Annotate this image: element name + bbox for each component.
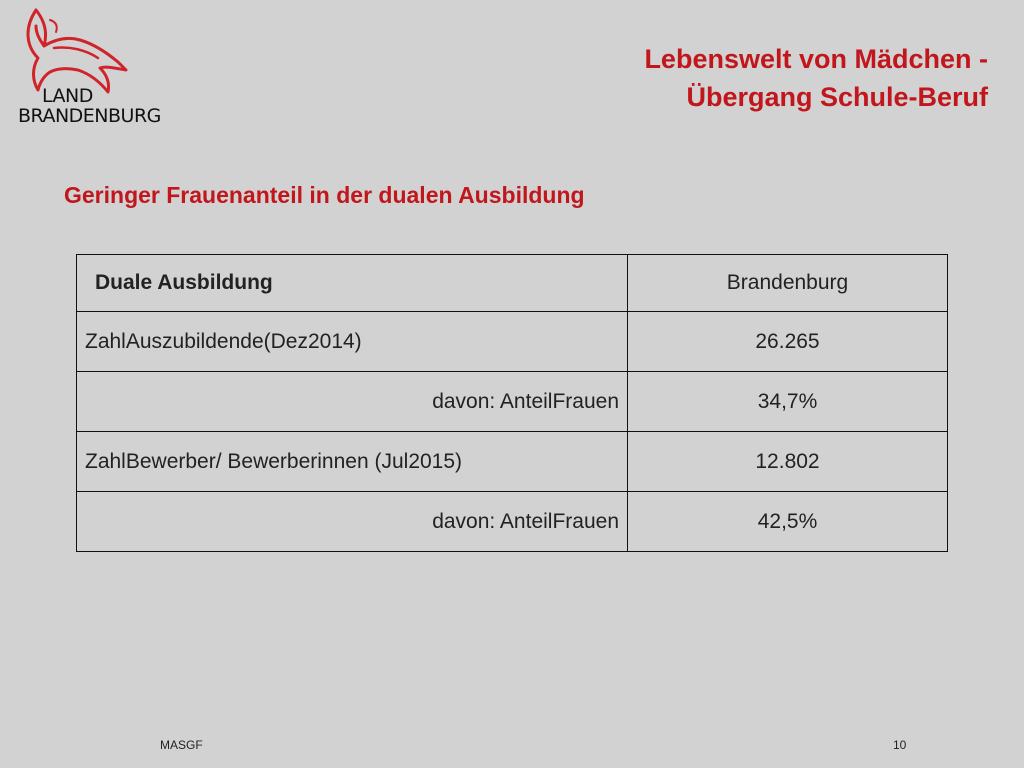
logo-text-land: LAND [42,85,93,107]
table-cell-value: 34,7% [627,371,948,432]
section-subtitle: Geringer Frauenanteil in der dualen Ausb… [64,182,585,208]
table-cell-label: davon: AnteilFrauen [76,491,628,552]
footer-organization: MASGF [160,738,203,752]
eagle-icon [26,8,128,94]
brandenburg-logo: LAND BRANDENBURG [14,6,174,127]
page-number: 10 [893,738,907,752]
page-title-line2: Übergang Schule-Beruf [686,82,988,112]
table-cell-label: davon: AnteilFrauen [76,371,628,432]
data-table: Duale Ausbildung Brandenburg ZahlAuszubi… [76,254,948,552]
table-header-label: Duale Ausbildung [76,254,628,312]
table-cell-value: 42,5% [627,491,948,552]
table-header-row: Duale Ausbildung Brandenburg [76,254,948,312]
table-cell-value: 12.802 [627,431,948,492]
table-row: davon: AnteilFrauen 42,5% [76,491,948,552]
table-cell-value: 26.265 [627,311,948,372]
table-cell-label: ZahlAuszubildende(Dez2014) [76,311,628,372]
table-header-value: Brandenburg [627,254,948,312]
table-row: ZahlBewerber/ Bewerberinnen (Jul2015) 12… [76,431,948,492]
page-title: Lebenswelt von Mädchen - Übergang Schule… [644,40,988,116]
logo-text-brandenburg: BRANDENBURG [18,105,161,127]
page-title-line1: Lebenswelt von Mädchen - [644,44,988,74]
table-row: ZahlAuszubildende(Dez2014) 26.265 [76,311,948,372]
table-cell-label: ZahlBewerber/ Bewerberinnen (Jul2015) [76,431,628,492]
table-row: davon: AnteilFrauen 34,7% [76,371,948,432]
